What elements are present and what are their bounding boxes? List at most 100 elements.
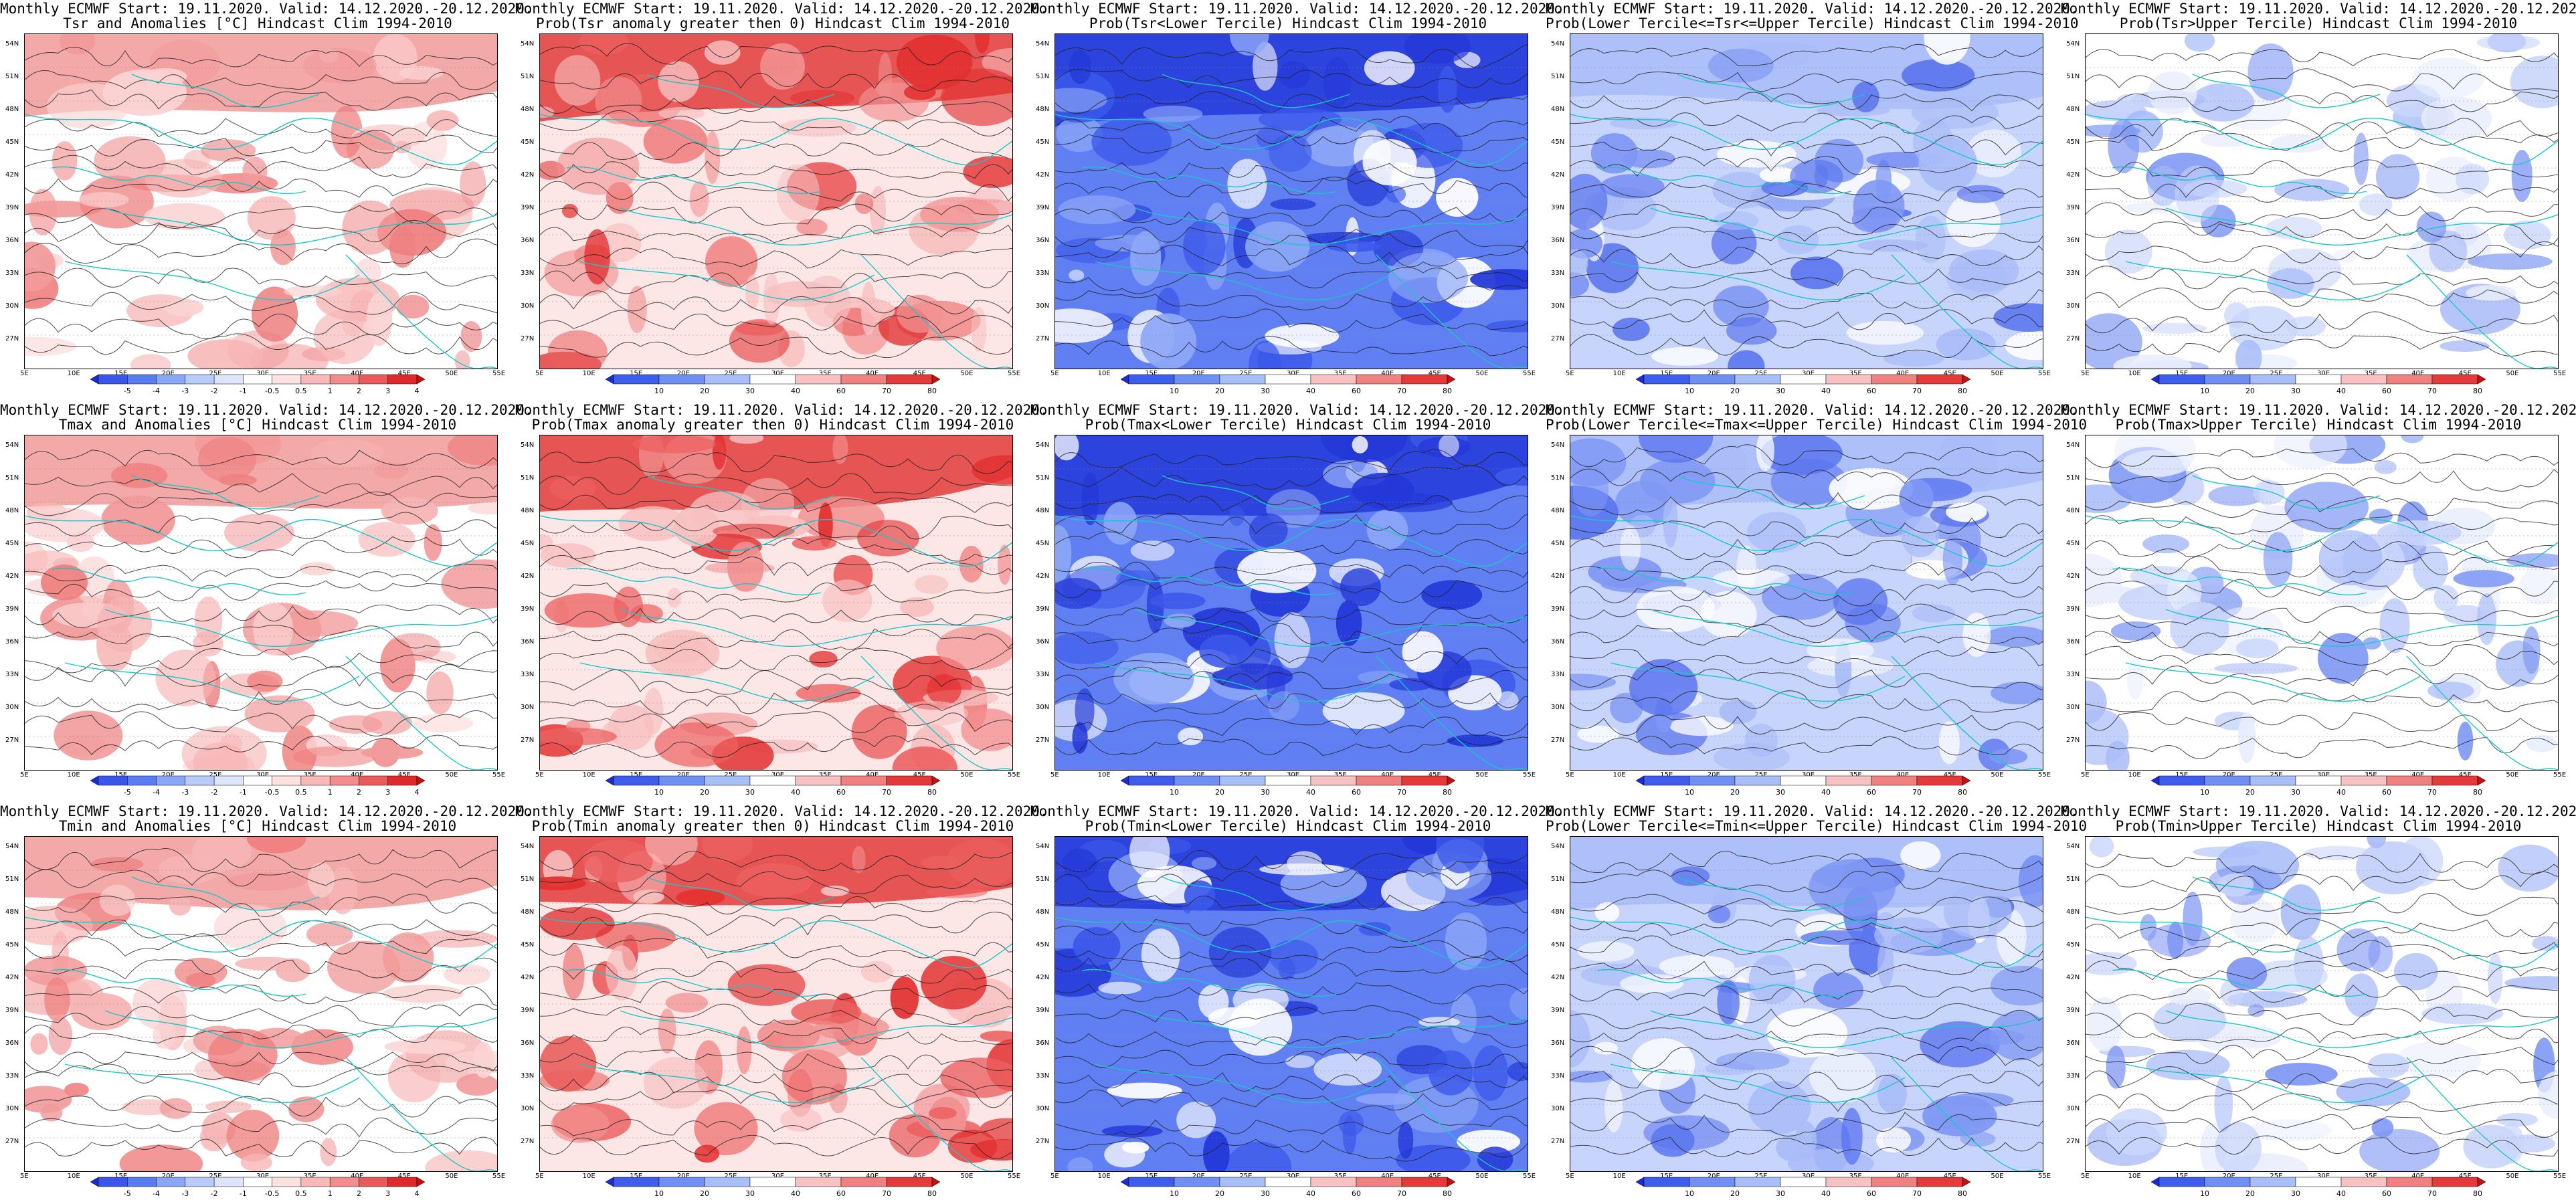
colorbar-swatch (2295, 1177, 2342, 1187)
anomaly-field (2416, 211, 2447, 243)
colorbar-swatch (1128, 374, 1175, 385)
map-plot (24, 33, 498, 369)
colorbar-swatch (1689, 775, 1736, 786)
coastline (620, 609, 1012, 647)
colorbar-swatch (1447, 1177, 1456, 1187)
latitude-label: 33N (1551, 270, 1565, 277)
anomaly-field (426, 671, 454, 714)
colorbar-swatch (1174, 1177, 1220, 1187)
colorbar-swatch (1401, 1177, 1448, 1187)
latitude-label: 30N (2066, 1105, 2080, 1112)
longitude-label: 40E (866, 370, 879, 377)
coastline (1650, 207, 2043, 245)
anomaly-field (153, 1022, 176, 1049)
latitude-label: 42N (2066, 573, 2080, 580)
coastline (860, 254, 1012, 369)
coastline (2086, 916, 2558, 969)
panel-title-line1: Monthly ECMWF Start: 19.11.2020. Valid: … (1030, 1, 1564, 17)
temperature-contour (1055, 940, 1528, 963)
anomaly-field (1385, 185, 1406, 203)
temperature-contour (1055, 1137, 1528, 1162)
anomaly-field (1912, 604, 1956, 623)
temperature-contour (540, 912, 1012, 937)
anomaly-field (643, 119, 708, 164)
latitude-label: 54N (1036, 40, 1050, 47)
forecast-panel-r1c5: Monthly ECMWF Start: 19.11.2020. Valid: … (2061, 0, 2576, 401)
panel-title-line2: Tsr and Anomalies [°C] Hindcast Clim 199… (63, 15, 452, 31)
temperature-contour (25, 1117, 497, 1138)
latitude-label: 39N (1551, 204, 1565, 211)
temperature-contour (2086, 49, 2558, 66)
colorbar-swatch (1356, 775, 1402, 786)
colorbar-swatch (749, 374, 796, 385)
colorbar-swatch (1962, 775, 1971, 786)
longitude-label: 25E (209, 370, 222, 377)
latitude-label: 51N (1036, 73, 1050, 80)
map-plot (539, 435, 1013, 771)
anomaly-field (2511, 150, 2533, 202)
anomaly-field (851, 704, 907, 759)
temperature-contour (1570, 584, 2043, 607)
colorbar-legend: -5-4-3-2-1-0.50.512345 (80, 1176, 448, 1200)
longitude-label: 30E (2317, 370, 2330, 377)
anomaly-field (247, 196, 296, 240)
longitude-label: 15E (114, 1173, 128, 1180)
colorbar-swatch (1401, 775, 1448, 786)
longitude-label: 50E (1475, 1173, 1489, 1180)
coastline (579, 662, 875, 702)
temperature-contour (1055, 267, 1528, 294)
anomaly-field (1776, 1134, 1813, 1162)
colorbar-swatch (2204, 1177, 2251, 1187)
longitude-label: 45E (1428, 1173, 1441, 1180)
longitude-label: 20E (1192, 370, 1205, 377)
anomaly-field (540, 876, 586, 891)
temperature-contour (2086, 334, 2558, 357)
latitude-label: 27N (1036, 1138, 1050, 1145)
temperature-contour (1570, 736, 2043, 756)
temperature-contour (25, 178, 497, 198)
colorbar-swatch (359, 1177, 389, 1187)
anomaly-field (2235, 638, 2279, 659)
colorbar-tick-label: 4 (415, 387, 420, 395)
anomaly-field (998, 544, 1012, 585)
latitude-label: 42N (1551, 171, 1565, 179)
anomaly-field (1756, 435, 1774, 472)
panel-title-line2: Prob(Tmax<Lower Tercile) Hindcast Clim 1… (1085, 417, 1491, 433)
colorbar-swatch (2295, 775, 2342, 786)
colorbar-swatch (2386, 775, 2433, 786)
colorbar-swatch (156, 775, 186, 786)
anomaly-field (444, 964, 491, 985)
colorbar-tick-label: 20 (1215, 387, 1224, 395)
latitude-label: 39N (2066, 1007, 2080, 1014)
temperature-contour (2086, 130, 2558, 152)
panel-title-line1: Monthly ECMWF Start: 19.11.2020. Valid: … (515, 803, 1048, 819)
map-plot (24, 836, 498, 1172)
anomaly-field (1949, 1092, 2014, 1108)
longitude-label: 15E (1660, 771, 1673, 779)
longitude-label: 10E (1097, 1173, 1111, 1180)
anomaly-field (143, 68, 187, 85)
anomaly-field (144, 203, 225, 230)
temperature-contour (1570, 959, 2043, 980)
anomaly-field (328, 866, 358, 914)
colorbar-swatch (1916, 775, 1963, 786)
anomaly-field (1959, 435, 1998, 488)
panel-title-line1: Monthly ECMWF Start: 19.11.2020. Valid: … (515, 1, 1048, 17)
coastline (2086, 515, 2558, 567)
temperature-contour (540, 871, 1012, 894)
temperature-contour (25, 710, 497, 736)
colorbar-swatch (90, 775, 99, 786)
latitude-label: 30N (1036, 302, 1050, 310)
colorbar-swatch (840, 775, 887, 786)
anomaly-field (2457, 721, 2474, 761)
map-plot (2085, 33, 2559, 369)
colorbar-tick-label: 0.5 (295, 788, 307, 797)
temperature-contour (1570, 850, 2043, 874)
colorbar-tick-label: 60 (1867, 788, 1876, 797)
anomaly-field (1924, 34, 1970, 65)
colorbar-swatch (2204, 775, 2251, 786)
colorbar-legend: 1020304060708090 (2141, 775, 2528, 799)
colorbar-swatch (1871, 374, 1918, 385)
temperature-contour (25, 1051, 497, 1072)
temperature-contour (1570, 894, 2043, 921)
